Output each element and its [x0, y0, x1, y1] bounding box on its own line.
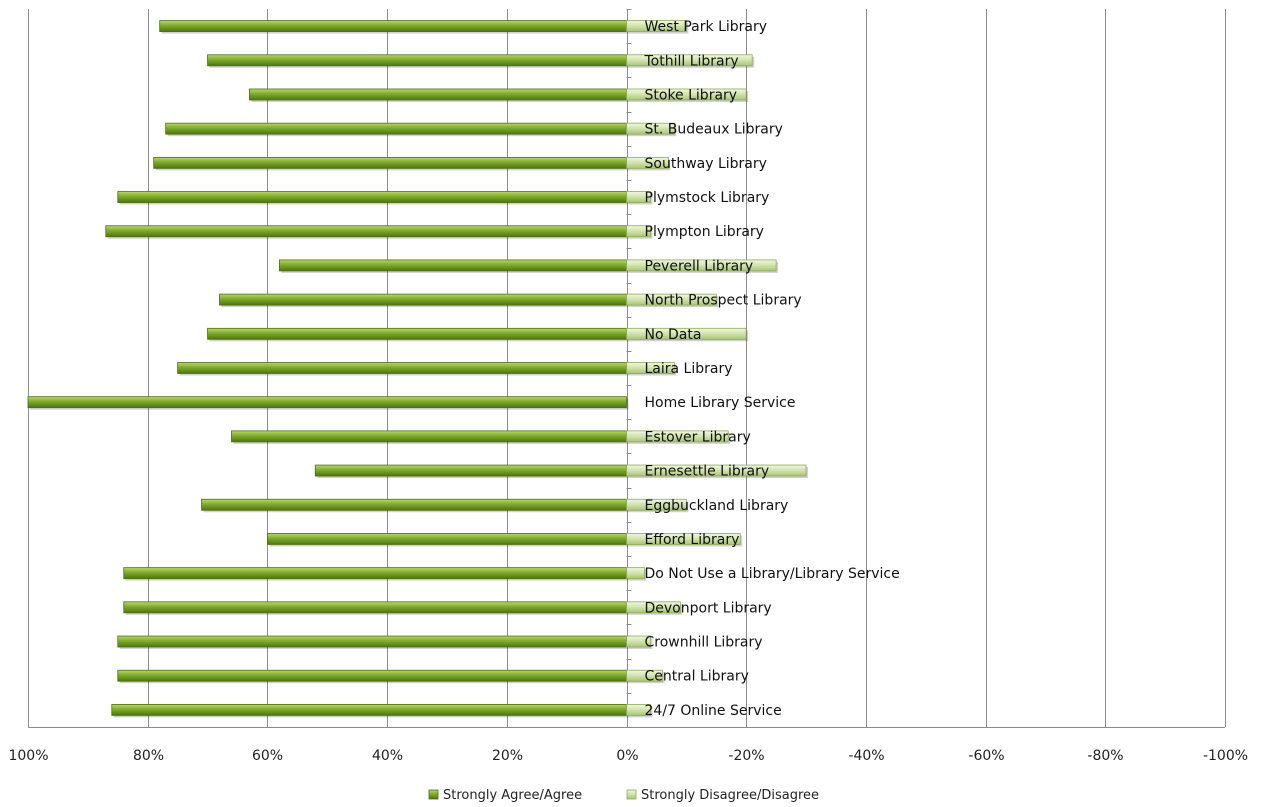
bar-strongly-agree	[231, 430, 627, 443]
x-tick-label: 20%	[492, 748, 523, 764]
x-axis-ticks: 100% 80% 60% 40% 20% 0% -20% -40% -60% -80% -100%	[8, 748, 1248, 764]
bar-strongly-disagree	[626, 533, 741, 545]
bar-strongly-agree	[117, 191, 627, 203]
legend-swatch	[626, 789, 637, 800]
bar-strongly-agree	[159, 20, 627, 32]
bar-strongly-agree	[207, 327, 627, 340]
category-label: Estover Library	[645, 429, 751, 445]
bar-strongly-disagree	[626, 704, 651, 716]
bar-strongly-agree	[219, 293, 627, 306]
bar-strongly-agree	[111, 704, 627, 716]
bar-strongly-agree	[27, 396, 627, 409]
bar-strongly-agree	[207, 54, 627, 67]
legend-label: Strongly Agree/Agree	[443, 788, 582, 803]
x-tick-label: 0%	[616, 748, 638, 764]
bar-strongly-agree	[105, 225, 627, 238]
bar-strongly-disagree	[626, 293, 717, 306]
bar-strongly-agree	[201, 498, 627, 511]
bar-strongly-agree	[123, 601, 627, 614]
bar-strongly-agree	[117, 669, 627, 682]
x-tick-label: -60%	[968, 748, 1004, 764]
x-tick-label: -40%	[848, 748, 884, 764]
category-label: St. Budeaux Library	[645, 122, 783, 138]
x-tick-label: -100%	[1203, 748, 1248, 764]
category-label: 24/7 Online Service	[645, 703, 782, 719]
category-label: Ernesettle Library	[645, 464, 770, 480]
category-label: Home Library Service	[645, 395, 796, 411]
bar-strongly-agree	[266, 533, 627, 545]
x-tick-label: -20%	[728, 748, 764, 764]
legend-swatch	[428, 789, 439, 800]
bar-strongly-disagree	[626, 259, 777, 272]
category-label: West Park Library	[645, 19, 768, 35]
bar-strongly-agree	[153, 156, 627, 169]
bar-strongly-disagree	[626, 430, 729, 443]
x-tick-label: 100%	[8, 748, 48, 764]
bar-strongly-disagree	[626, 191, 651, 203]
bar-strongly-disagree	[626, 156, 669, 169]
category-label: Efford Library	[645, 532, 740, 548]
category-label: Laira Library	[645, 361, 733, 377]
bar-strongly-disagree	[626, 601, 681, 614]
legend-label: Strongly Disagree/Disagree	[641, 788, 819, 803]
category-label: Eggbuckland Library	[645, 498, 789, 514]
bar-strongly-agree	[117, 635, 627, 648]
category-labels: West Park Library Tothill Library Stoke Li…	[644, 19, 900, 719]
bar-strongly-disagree	[626, 498, 687, 511]
bar-strongly-disagree	[626, 225, 651, 238]
category-label: Southway Library	[645, 156, 767, 172]
bar-strongly-disagree	[626, 635, 651, 648]
bar-strongly-disagree	[626, 362, 675, 374]
bar-strongly-disagree	[626, 20, 687, 32]
x-tick-label: 60%	[252, 748, 283, 764]
bars	[27, 20, 809, 718]
bar-strongly-agree	[123, 567, 627, 580]
bar-strongly-disagree	[626, 122, 675, 135]
category-label: No Data	[645, 327, 702, 343]
bar-strongly-agree	[177, 362, 627, 374]
bar-strongly-agree	[314, 464, 627, 477]
category-label: Central Library	[645, 669, 749, 685]
bar-strongly-disagree	[626, 54, 753, 67]
x-tick-label: 40%	[372, 748, 403, 764]
bar-strongly-agree	[249, 88, 627, 101]
category-label: Plymstock Library	[645, 190, 770, 206]
bar-strongly-disagree	[626, 327, 747, 340]
category-label: North Prospect Library	[645, 293, 802, 309]
bar-strongly-disagree	[626, 567, 645, 580]
category-label: Devonport Library	[645, 600, 772, 616]
bar-strongly-agree	[165, 122, 627, 135]
bar-strongly-disagree	[626, 88, 747, 101]
legend: Strongly Agree/Agree Strongly Disagree/Di…	[428, 788, 819, 803]
bar-strongly-agree	[278, 259, 627, 272]
category-label: Stoke Library	[645, 87, 738, 103]
x-tick-label: -80%	[1087, 748, 1123, 764]
category-label: Do Not Use a Library/Library Service	[645, 566, 900, 582]
bar-strongly-disagree	[626, 464, 807, 477]
bar-strongly-disagree	[626, 669, 663, 682]
x-tick-label: 80%	[133, 748, 164, 764]
category-label: Peverell Library	[645, 258, 754, 274]
category-label: Plympton Library	[645, 224, 764, 240]
category-label: Tothill Library	[644, 53, 739, 69]
category-label: Crownhill Library	[645, 635, 763, 651]
